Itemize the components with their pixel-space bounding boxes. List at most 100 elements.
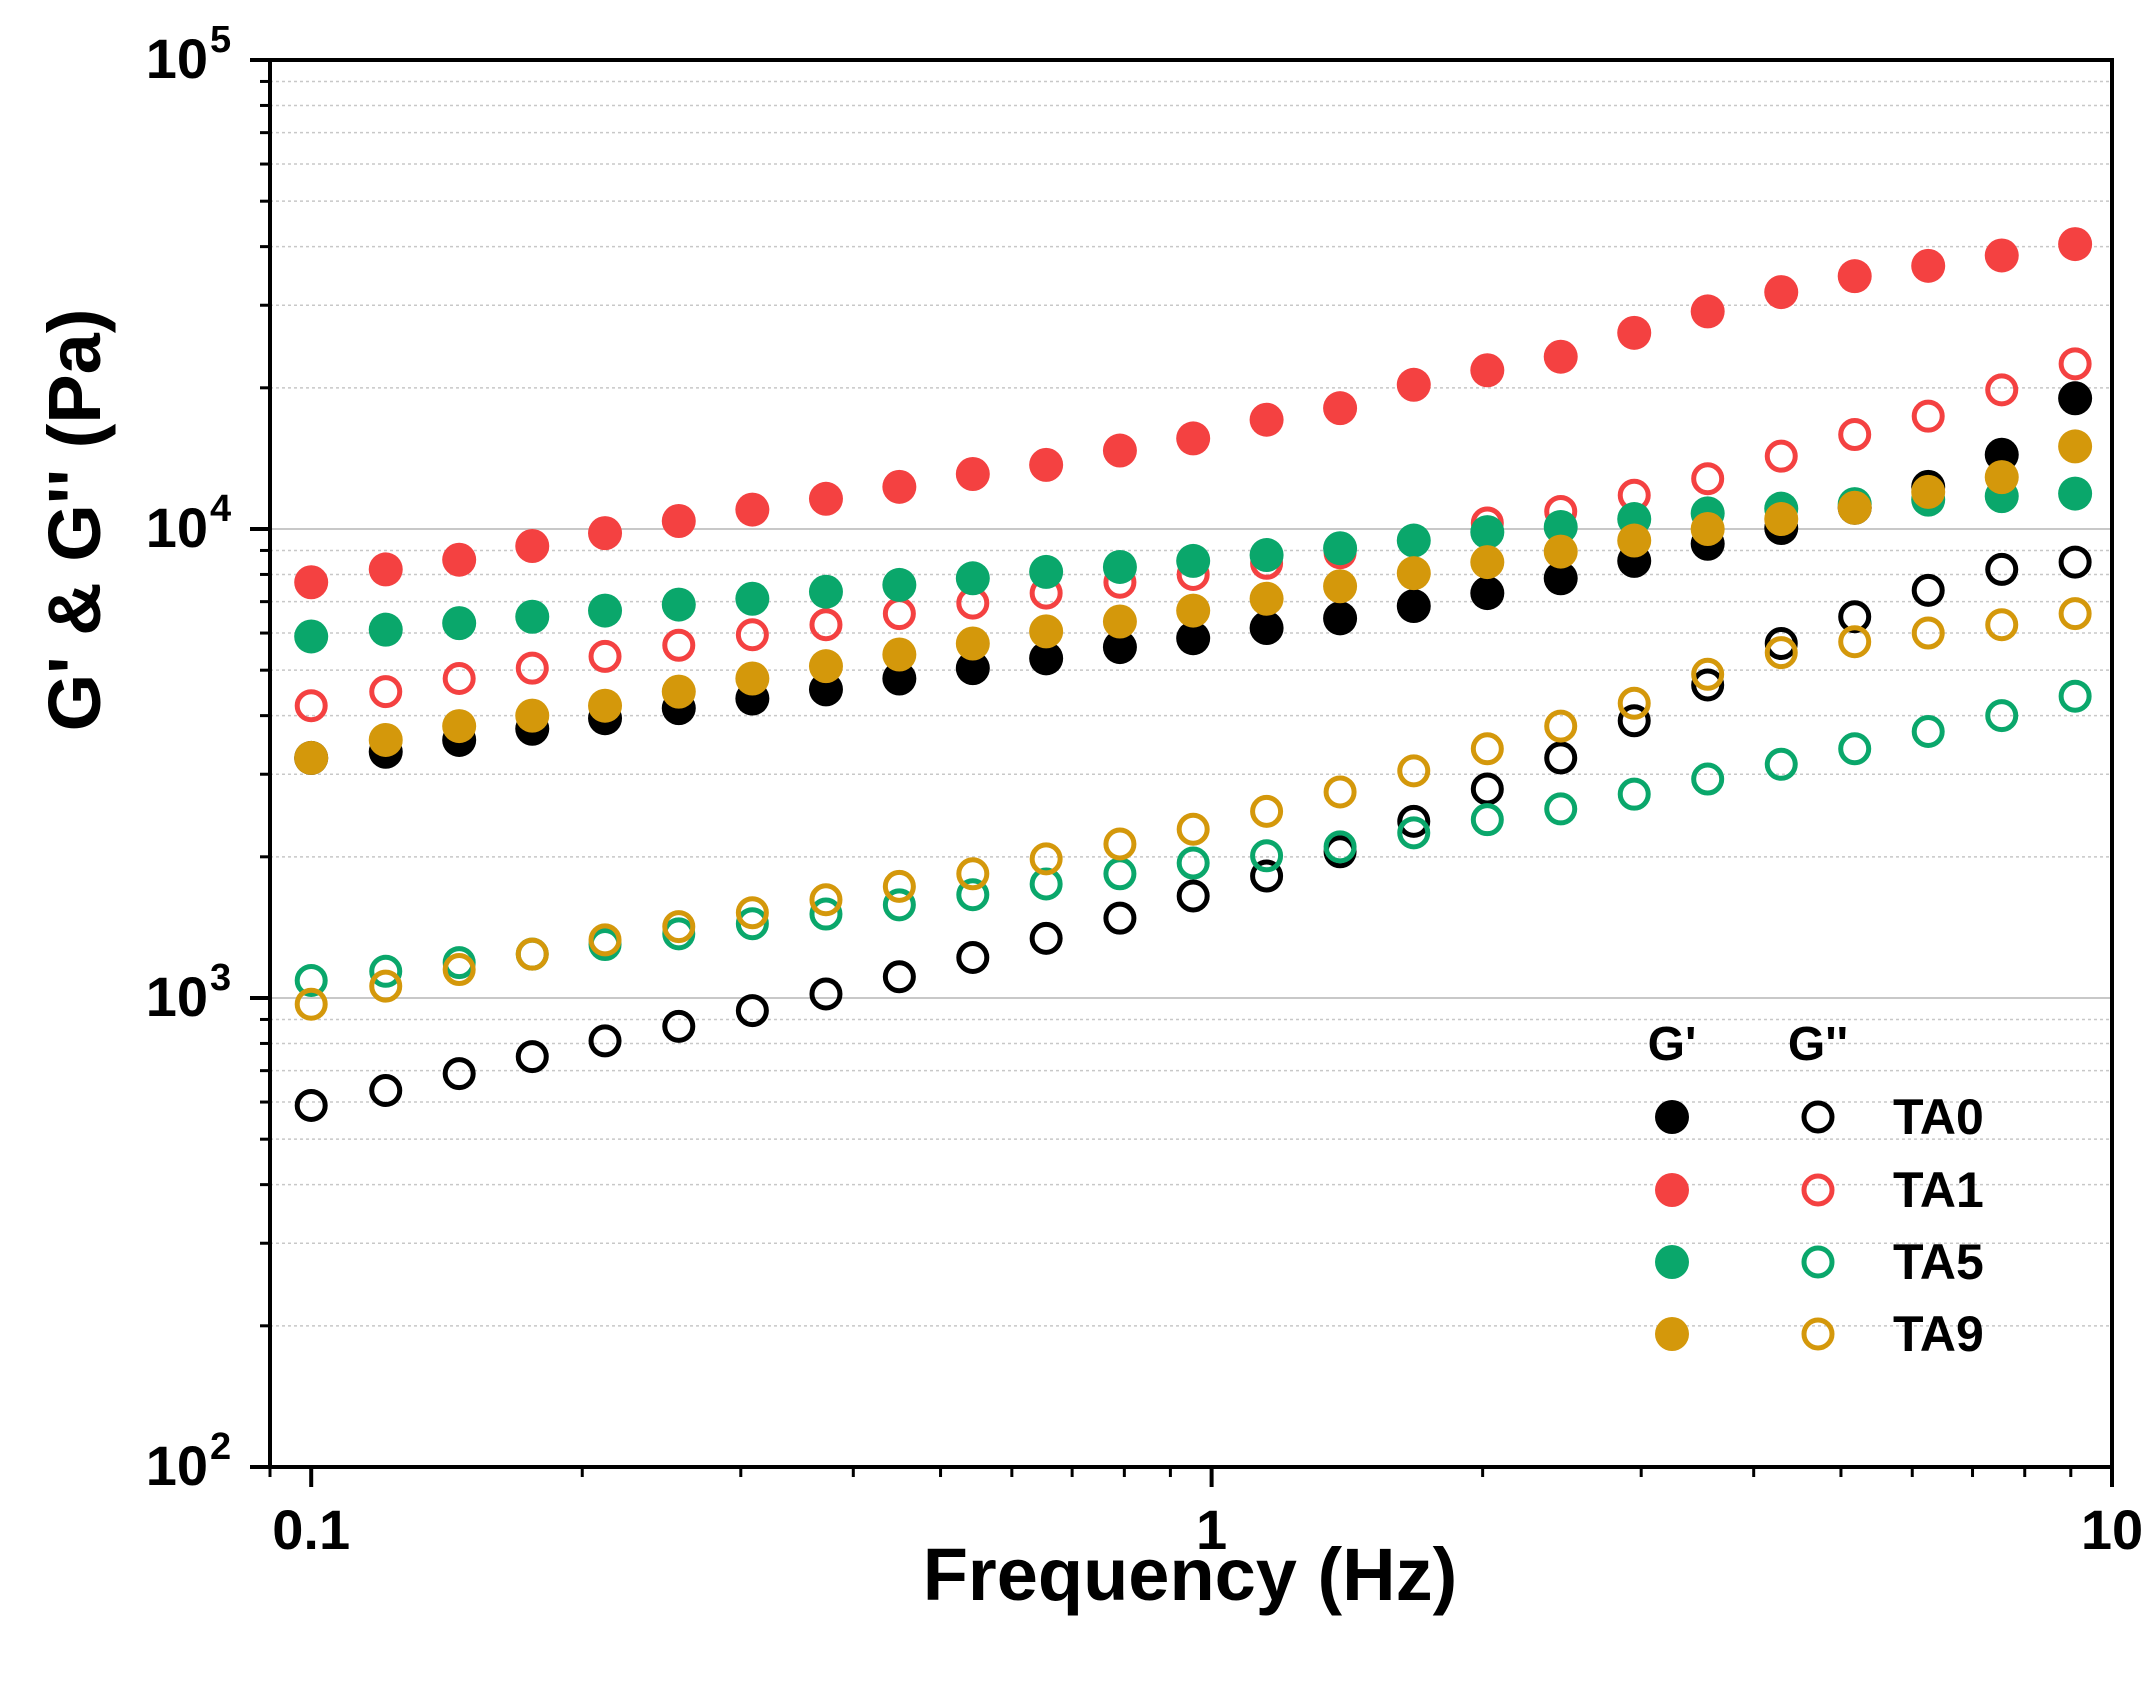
data-point: [2058, 679, 2092, 713]
data-point: [515, 599, 550, 634]
data-point: [1985, 373, 2019, 407]
data-point: [1029, 921, 1063, 955]
data-point: [1764, 502, 1799, 537]
data-point: [882, 888, 916, 922]
data-point: [1911, 399, 1945, 433]
data-point: [955, 456, 990, 491]
data-point: [735, 581, 770, 616]
data-point: [1691, 462, 1725, 496]
legend-header-loss: G'': [1788, 1018, 1848, 1071]
data-point: [1396, 367, 1431, 402]
data-point: [1176, 812, 1210, 846]
data-point: [1690, 512, 1725, 546]
data-point: [955, 626, 990, 661]
data-point: [1985, 699, 2019, 733]
data-point: [515, 698, 550, 733]
data-point: [1470, 732, 1504, 766]
data-point: [1544, 741, 1578, 775]
data-point: [2058, 545, 2092, 579]
data-point: [809, 977, 843, 1011]
data-point: [1543, 561, 1578, 596]
data-point: [956, 857, 990, 891]
data-point: [809, 608, 843, 642]
data-point: [1102, 630, 1137, 665]
data-point: [882, 567, 917, 602]
data-point: [662, 628, 696, 662]
data-point: [662, 1009, 696, 1043]
data-point: [442, 606, 477, 641]
legend-label-ta5: TA5: [1893, 1234, 1984, 1290]
data-point: [809, 883, 843, 917]
data-point: [1249, 611, 1284, 646]
x-tick-label: 0.1: [272, 1498, 350, 1561]
data-point: [1323, 531, 1358, 566]
plot-frame: [268, 58, 2114, 1469]
data-point: [1249, 581, 1284, 616]
legend-marker-ta9-loss: [1801, 1317, 1835, 1351]
legend-marker-ta1-loss: [1801, 1173, 1835, 1207]
data-point: [1470, 803, 1504, 837]
data-point: [2058, 429, 2093, 464]
data-point: [1103, 901, 1137, 935]
data-point: [369, 969, 403, 1003]
series-ta5-loss: [294, 679, 2092, 997]
data-point: [588, 516, 623, 551]
data-point: [442, 542, 477, 577]
x-tick-label: 1: [1196, 1498, 1227, 1561]
data-point: [1397, 816, 1431, 850]
data-point: [294, 1088, 328, 1122]
data-point: [808, 481, 843, 516]
data-point: [515, 1040, 549, 1074]
y-tick-label: 10: [146, 1434, 208, 1497]
data-point: [368, 552, 403, 587]
data-point: [735, 907, 769, 941]
data-point: [1470, 545, 1505, 580]
data-point: [588, 1024, 622, 1058]
data-point: [1029, 842, 1063, 876]
data-point: [1764, 275, 1799, 310]
legend-marker-ta9-storage: [1655, 1317, 1689, 1351]
data-point: [808, 672, 843, 707]
y-axis-title: G' & G'' (Pa): [33, 309, 116, 732]
data-point: [661, 504, 696, 539]
data-point: [955, 651, 990, 686]
data-point: [882, 637, 917, 672]
y-tick-exponent: 3: [210, 957, 231, 999]
data-point: [808, 574, 843, 609]
data-point: [956, 878, 990, 912]
y-tick-label: 10: [146, 496, 208, 559]
data-point: [369, 954, 403, 988]
data-point: [294, 619, 329, 654]
data-point: [1250, 794, 1284, 828]
data-point: [1396, 523, 1431, 558]
legend-marker-ta5-storage: [1655, 1245, 1689, 1279]
data-point: [735, 896, 769, 930]
data-point: [1764, 636, 1798, 670]
data-point: [1397, 804, 1431, 838]
data-point: [1764, 747, 1798, 781]
data-point: [1617, 523, 1652, 558]
data-point: [1617, 704, 1651, 738]
data-point: [1029, 554, 1064, 589]
series-ta0-loss: [294, 545, 2092, 1122]
x-tick-label: 10: [2081, 1498, 2143, 1561]
data-point: [1911, 715, 1945, 749]
data-point: [1764, 626, 1798, 660]
legend-marker-ta0-loss: [1801, 1100, 1835, 1134]
legend-marker-ta1-storage: [1655, 1173, 1689, 1207]
data-point: [1029, 447, 1064, 482]
data-point: [294, 740, 329, 775]
data-point: [808, 649, 843, 684]
data-point: [588, 923, 622, 957]
legend-marker-ta5-loss: [1801, 1245, 1835, 1279]
data-point: [1911, 616, 1945, 650]
data-point: [661, 674, 696, 709]
data-point: [1543, 339, 1578, 374]
data-point: [368, 722, 403, 757]
data-point: [369, 675, 403, 709]
data-point: [882, 960, 916, 994]
data-point: [294, 689, 328, 723]
data-point: [735, 618, 769, 652]
